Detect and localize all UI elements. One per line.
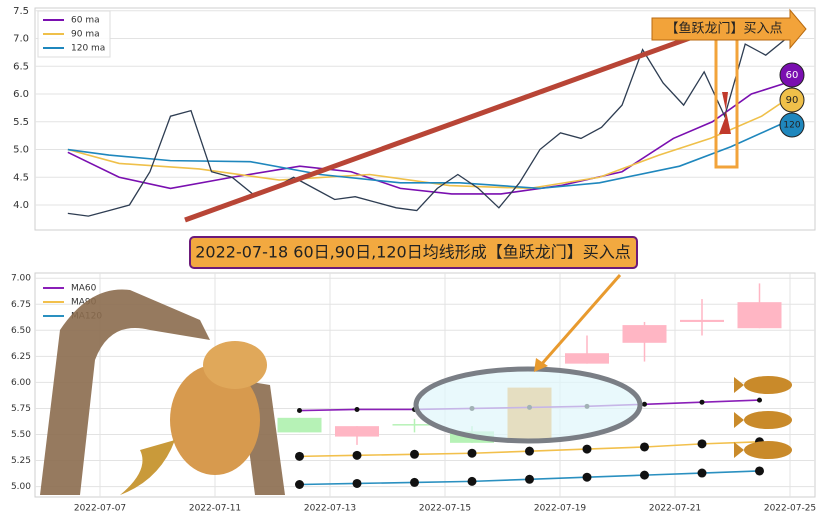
fish (744, 376, 792, 394)
ma-dot (697, 468, 707, 478)
dog-head (203, 341, 267, 389)
fish-tail (120, 440, 175, 495)
x-tick-label: 2022-07-13 (304, 504, 356, 514)
badge (779, 87, 805, 113)
highlight-ellipse (413, 366, 643, 444)
candle-body (680, 319, 724, 322)
badge-label: 120 (783, 121, 800, 131)
legend-label: MA90 (71, 298, 97, 308)
ma-dot (525, 474, 534, 484)
decorations: 【鱼跃龙门】买入点 60 90 120 2022-07-18 60日,90日,120日均… (40, 8, 807, 495)
fish-tail (734, 442, 744, 458)
pointer-arrow-head (534, 358, 548, 372)
ma-dot (525, 446, 534, 456)
y-tick-label: 7.0 (13, 34, 29, 45)
legend-label: 60 ma (71, 16, 100, 26)
candle-body (737, 302, 782, 329)
line (67, 121, 787, 190)
ma-dot (467, 476, 477, 486)
ma-dot (582, 472, 592, 482)
y-tick-label: 5.50 (11, 430, 31, 440)
y-tick-label: 5.25 (11, 456, 31, 466)
ma-dot (295, 451, 304, 461)
candle-body (622, 325, 667, 343)
badge (779, 62, 805, 88)
y-tick-label: 5.5 (13, 117, 29, 128)
ma-dot (352, 478, 362, 488)
y-tick-label: 5.75 (11, 404, 31, 414)
ma-dot (352, 450, 362, 460)
y-tick-label: 4.5 (13, 172, 29, 183)
legend-label: 90 ma (71, 30, 100, 40)
ma-dot (757, 397, 762, 403)
candle-body (392, 424, 437, 426)
x-tick-label: 2022-07-25 (764, 504, 816, 514)
x-tick-label: 2022-07-11 (189, 504, 241, 514)
legend-label: 120 ma (71, 44, 105, 54)
candle-body (277, 417, 322, 433)
y-tick-label: 4.0 (13, 200, 29, 211)
trend-arrow (184, 27, 713, 223)
ma-dot (699, 399, 705, 405)
ma-dot (467, 448, 477, 458)
annotation: 【鱼跃龙门】买入点 (665, 21, 782, 37)
ma-dot (410, 477, 419, 487)
ma-dot (697, 439, 707, 449)
line (67, 38, 787, 217)
y-tick-label: 6.00 (11, 378, 31, 388)
top-layer: 4.0 4.5 5.0 5.5 6.0 6.5 7.0 7.5 60 ma 90 ma 120 ma (13, 6, 815, 217)
line (67, 82, 787, 195)
x-tick-label: 2022-07-19 (534, 504, 587, 514)
y-tick-label: 5.0 (13, 145, 29, 156)
ma-dot (297, 408, 302, 414)
top-plot-area (34, 7, 816, 231)
x-tick-label: 2022-07-15 (419, 504, 471, 514)
badge-label: 90 (786, 95, 799, 106)
fish (744, 411, 792, 429)
pointer-arrow (538, 274, 622, 367)
x-tick-label: 2022-07-07 (74, 504, 126, 514)
ma-dot (354, 406, 360, 412)
legend-label: MA60 (71, 284, 97, 294)
title-box (189, 236, 638, 269)
y-tick-label: 6.50 (11, 326, 31, 336)
y-tick-label: 6.0 (13, 89, 29, 100)
ma-dot (642, 401, 647, 407)
ma-dot (640, 442, 649, 452)
ma-dot (295, 479, 304, 489)
badge-label: 60 (786, 70, 799, 81)
ma-dot (410, 449, 419, 459)
y-tick-label: 7.5 (13, 6, 29, 17)
title: 2022-07-18 60日,90日,120日均线形成【鱼跃龙门】买入点 (195, 243, 631, 262)
y-tick-label: 5.00 (11, 482, 31, 492)
fish-tail (734, 377, 744, 393)
candle-body (565, 353, 609, 364)
fish (744, 441, 792, 459)
marker (719, 92, 731, 134)
ma-dot (640, 470, 649, 480)
y-tick-label: 6.25 (11, 352, 31, 362)
bottom-layer: 5.00 5.25 5.50 5.75 6.00 6.25 6.50 6.75 7.00 2022… (11, 273, 816, 514)
candle-body (335, 426, 379, 437)
ma-dot (582, 444, 592, 454)
line (67, 98, 787, 190)
badge (779, 112, 805, 138)
stone-gate (40, 289, 210, 495)
fish-tail (734, 412, 744, 428)
y-tick-label: 7.00 (11, 274, 31, 284)
dog-body (170, 365, 260, 475)
ma-dot (755, 466, 764, 476)
y-tick-label: 6.5 (13, 61, 29, 72)
y-tick-label: 6.75 (11, 300, 31, 310)
x-tick-label: 2022-07-21 (649, 504, 701, 514)
annotation-banner (651, 8, 807, 50)
